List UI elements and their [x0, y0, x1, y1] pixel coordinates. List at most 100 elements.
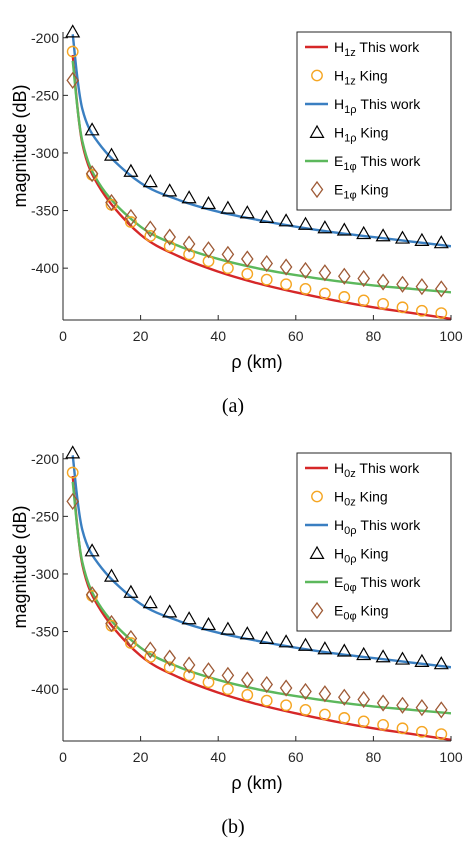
data-point-e1-king — [221, 245, 235, 263]
legend-label-rest: This work — [356, 39, 421, 55]
data-point-e0-king — [143, 641, 157, 659]
data-point-e1-king — [357, 269, 371, 288]
legend-label-e1-this-work: E1φ This work — [334, 153, 421, 173]
y-tick-label: -250 — [31, 87, 59, 103]
data-point-e0-king — [396, 696, 409, 714]
y-tick-label: -300 — [31, 566, 59, 582]
data-point-h1z-king — [202, 255, 215, 268]
legend-label-h0-this-work: H0ρ This work — [334, 517, 421, 537]
y-tick-label: -400 — [31, 681, 59, 697]
data-point-h1-king — [123, 163, 139, 177]
data-point-h0z-king — [280, 699, 292, 712]
data-point-e1-king — [105, 193, 118, 212]
legend-label-sub: 0φ — [343, 582, 356, 594]
legend-label-h1-this-work: H1ρ This work — [334, 96, 421, 116]
data-point-h1-king — [278, 213, 294, 227]
legend-label-h1-king: H1ρ King — [334, 125, 388, 145]
data-point-e1-king — [85, 165, 99, 183]
data-point-e0-king — [163, 649, 177, 667]
legend-label-h1z-this-work: H1z This work — [334, 39, 420, 59]
data-point-h0-king — [220, 621, 236, 635]
legend-label-main: H — [334, 68, 344, 84]
data-point-h0z-king — [357, 715, 370, 728]
data-point-h1z-king — [183, 248, 196, 261]
data-point-h1-king — [375, 228, 391, 242]
data-point-h1z-king — [318, 287, 331, 300]
data-point-h1z-king — [338, 291, 351, 303]
data-point-h1-king — [317, 220, 333, 234]
data-point-h1-king — [414, 232, 430, 246]
data-point-e0-king — [357, 690, 371, 709]
legend-label-rest: This work — [357, 153, 422, 169]
y-tick-label: -400 — [31, 260, 59, 276]
y-tick-label: -200 — [31, 30, 59, 46]
x-tick-label: 80 — [366, 328, 382, 344]
legend-label-h0z-king: H0z King — [334, 489, 388, 509]
legend-label-main: H — [334, 517, 344, 533]
chart-panel-b: 0 20 40 60 80 100 -200 -250 -300 -350 -400 ρ (km) ma… — [10, 445, 463, 838]
panel-caption: (a) — [222, 395, 244, 417]
data-point-h1z-king — [415, 304, 428, 317]
data-point-h1-king — [103, 147, 120, 161]
data-point-e0-king — [202, 662, 215, 680]
data-point-h1z-king — [299, 282, 312, 295]
legend-label-rest: King — [356, 68, 388, 84]
legend-label-main: E — [334, 603, 343, 619]
data-point-h0-king — [317, 641, 333, 655]
data-point-e1-king — [182, 235, 196, 253]
x-tick-label: 0 — [59, 328, 67, 344]
chart-panel-a: 0 20 40 60 80 100 -200 -250 -300 -350 -400 ρ (km) ma… — [10, 24, 463, 417]
legend-marker-e1-king — [310, 180, 324, 199]
y-axis-label: magnitude (dB) — [10, 505, 30, 628]
data-point-h1-king — [65, 24, 81, 38]
legend-label-sub: 0z — [344, 468, 356, 480]
data-point-h1-king — [84, 122, 100, 136]
data-point-e1-king — [260, 254, 274, 273]
data-point-e1-king — [66, 71, 80, 89]
y-tick-label: -200 — [31, 451, 59, 467]
legend-label-sub: 0ρ — [344, 554, 356, 566]
data-point-h0-king — [181, 611, 197, 625]
data-point-e1-king — [124, 208, 138, 227]
data-point-h0-king — [142, 595, 158, 609]
x-tick-label: 40 — [210, 749, 226, 765]
y-tick-label: -250 — [31, 508, 59, 524]
data-point-h0z-king — [66, 466, 79, 479]
data-point-h1-king — [200, 195, 217, 210]
data-point-h1-king — [394, 230, 411, 244]
legend-label-main: H — [334, 460, 344, 476]
data-point-h0z-king — [338, 712, 351, 724]
data-point-e0-king — [415, 698, 429, 717]
data-point-e1-king — [415, 277, 429, 296]
data-point-e0-king — [376, 694, 390, 712]
data-point-h1z-king — [124, 216, 137, 228]
data-point-h0z-king — [144, 651, 157, 663]
legend-label-sub: 1ρ — [344, 104, 356, 116]
data-point-e0-king — [434, 701, 448, 719]
data-point-e0-king — [337, 688, 351, 706]
data-point-e0-king — [105, 614, 118, 633]
legend-label-sub: 0ρ — [344, 525, 356, 537]
data-point-h1-king — [162, 183, 178, 197]
data-point-h0-king — [356, 646, 372, 661]
data-point-h0-king — [162, 604, 178, 618]
data-point-h1z-king — [396, 301, 409, 314]
data-point-e0-king — [66, 492, 80, 510]
data-point-h0z-king — [260, 694, 273, 707]
legend-label-main: H — [334, 546, 344, 562]
data-point-e1-king — [240, 250, 254, 268]
y-tick-label: -350 — [31, 203, 59, 219]
legend-marker-h0z-king — [311, 490, 323, 503]
series-line-h0-this-work — [71, 455, 451, 669]
legend-box — [296, 31, 452, 211]
y-axis-label: magnitude (dB) — [10, 84, 30, 207]
legend-label-sub: 1φ — [343, 161, 356, 173]
data-point-h1-king — [356, 225, 372, 240]
x-axis-label: ρ (km) — [231, 352, 282, 372]
data-point-h1z-king — [241, 268, 254, 280]
data-point-e1-king — [299, 261, 312, 280]
data-point-e0-king — [124, 629, 138, 648]
data-point-e1-king — [163, 228, 177, 246]
